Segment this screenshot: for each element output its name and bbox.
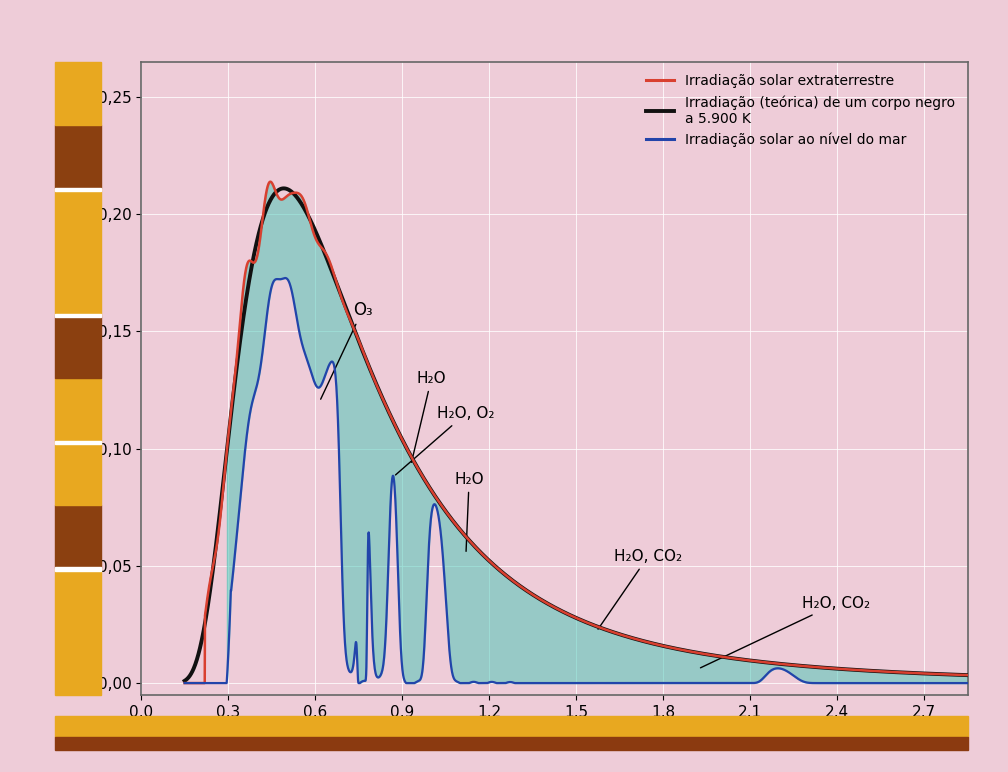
Text: H₂O: H₂O: [411, 371, 447, 462]
X-axis label: Comprimento de onda (μm): Comprimento de onda (μm): [438, 728, 670, 746]
Text: O₃: O₃: [321, 301, 373, 399]
Y-axis label: Irradiância espectral (Å): Irradiância espectral (Å): [72, 286, 90, 471]
Legend: Irradiação solar extraterrestre, Irradiação (teórica) de um corpo negro
a 5.900 : Irradiação solar extraterrestre, Irradia…: [641, 69, 961, 153]
Text: H₂O, CO₂: H₂O, CO₂: [598, 549, 682, 629]
Text: H₂O: H₂O: [455, 472, 484, 551]
Text: H₂O, O₂: H₂O, O₂: [395, 406, 495, 475]
Text: H₂O, CO₂: H₂O, CO₂: [701, 596, 871, 668]
